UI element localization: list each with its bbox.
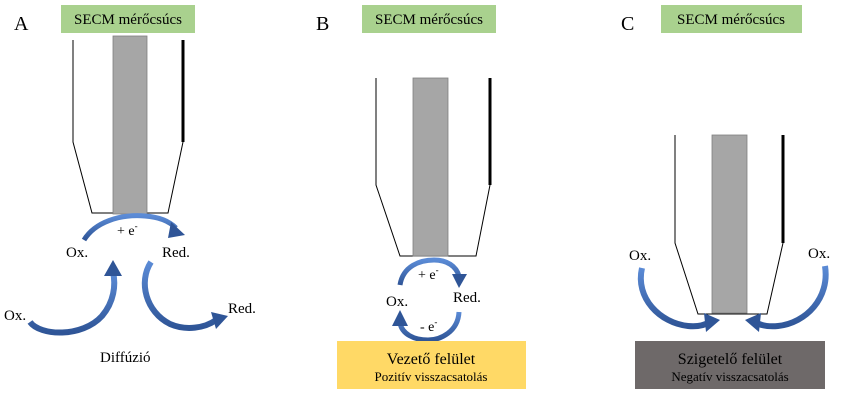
panel-b: B SECM mérőcsúcs + e- - e- Ox. Red. Veze… xyxy=(316,5,526,389)
panel-b-letter: B xyxy=(316,13,329,35)
panel-c-letter: C xyxy=(621,13,634,35)
panel-b-conductive-surface xyxy=(337,341,526,389)
panel-b-surface-title: Vezető felület xyxy=(387,351,476,368)
panel-c: C SECM mérőcsúcs Ox. Ox. Szigetelő felül… xyxy=(621,5,830,389)
panel-c-electrode xyxy=(711,134,748,314)
panel-a-red: Red. xyxy=(162,245,190,261)
panel-c-ox-right: Ox. xyxy=(808,246,830,262)
panel-a-diffusion-label: Diffúzió xyxy=(100,350,151,366)
panel-a-diffusion-out-arrow-head xyxy=(211,312,228,329)
panel-b-electrode xyxy=(412,77,449,257)
panel-b-top-arrow-head xyxy=(452,274,467,288)
panel-b-surface-subtitle: Pozitív visszacsatolás xyxy=(374,369,487,384)
panel-a-electron: + e- xyxy=(117,221,138,239)
panel-a-red-diffusion: Red. xyxy=(228,301,256,317)
panel-c-left-arrow-head xyxy=(704,313,720,332)
panel-a-tip-outline xyxy=(72,40,184,214)
panel-a-diffusion-out-arrow xyxy=(141,260,218,331)
panel-c-right-arrow-head xyxy=(745,313,761,332)
panel-a-diffusion-in-arrow xyxy=(27,271,118,336)
panel-b-tip-outline xyxy=(375,78,491,257)
panel-b-electron-top: + e- xyxy=(418,265,439,283)
panel-b-bottom-arrow-head xyxy=(392,310,408,326)
panel-b-electron-bottom: - e- xyxy=(420,317,437,335)
panel-a-redox-arrow xyxy=(81,213,178,242)
panel-b-bottom-arrow xyxy=(397,311,462,343)
panel-c-tip-label-box xyxy=(661,5,802,33)
panel-b-tip-label: SECM mérőcsúcs xyxy=(375,12,483,28)
panel-a: A SECM mérőcsúcs + e- Ox. Red. Ox. Red. … xyxy=(4,5,256,366)
panel-a-letter: A xyxy=(14,13,29,35)
panel-a-diffusion-in-arrow-head xyxy=(104,260,122,276)
panel-c-tip-label: SECM mérőcsúcs xyxy=(677,12,785,28)
panel-b-ox: Ox. xyxy=(386,294,408,310)
panel-c-left-arrow xyxy=(637,267,712,330)
panel-a-redox-arrow-head xyxy=(168,222,185,238)
panel-a-tip-label-box xyxy=(61,5,195,33)
panel-c-surface-subtitle: Negatív visszacsatolás xyxy=(671,369,788,384)
panel-a-ox-diffusion: Ox. xyxy=(4,308,26,324)
panel-c-insulating-surface xyxy=(635,341,825,389)
panel-c-tip-outline xyxy=(674,135,784,315)
panel-c-right-arrow xyxy=(753,265,829,330)
panel-a-ox: Ox. xyxy=(66,245,88,261)
panel-a-tip-label: SECM mérőcsúcs xyxy=(74,12,182,28)
panel-b-top-arrow xyxy=(397,257,462,286)
panel-c-ox-left: Ox. xyxy=(629,248,651,264)
panel-b-tip-label-box xyxy=(362,5,496,33)
panel-a-electrode xyxy=(112,35,148,215)
panel-b-red: Red. xyxy=(453,290,481,306)
panel-c-surface-title: Szigetelő felület xyxy=(678,351,783,368)
